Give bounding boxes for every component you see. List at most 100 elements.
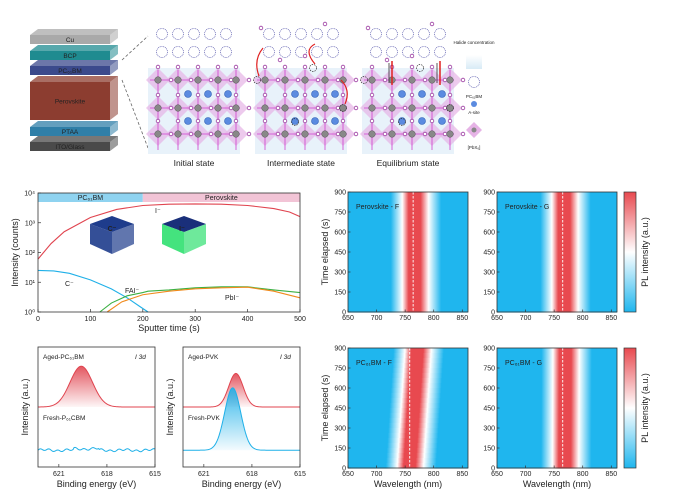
state-label: Intermediate state — [267, 158, 335, 168]
halide-atom — [208, 105, 214, 111]
heatmap-strip — [497, 368, 617, 374]
stack-layer: BCP — [30, 45, 118, 60]
a-site-cation — [311, 117, 319, 125]
heatmap-strip — [348, 252, 468, 258]
heatmap-strip — [348, 227, 468, 233]
inset-3d-map — [112, 224, 134, 254]
series-label: PbI⁻ — [225, 295, 240, 302]
pb-atom — [154, 130, 162, 138]
pb-atom — [408, 76, 416, 84]
y-tick-label: 900 — [334, 190, 346, 197]
vacancy — [446, 104, 454, 112]
y-axis-label: Time elapsed (s) — [320, 219, 330, 286]
heatmap-title: Perovskite - F — [356, 204, 399, 211]
pb-atom — [214, 130, 222, 138]
halide-atom — [282, 118, 288, 124]
region-band — [142, 193, 300, 202]
x-tick-label: 800 — [428, 315, 440, 322]
heatmap-strip — [497, 428, 617, 434]
pb-atom — [194, 104, 202, 112]
y-axis-label: Time elapsed (s) — [320, 375, 330, 442]
halide-atom — [215, 64, 221, 70]
halide-atom — [258, 25, 264, 31]
region-label: PC₆₁BM — [78, 195, 104, 202]
heatmap-strip — [348, 287, 468, 293]
pb-atom — [408, 104, 416, 112]
y-axis-label: Intensity (a.u.) — [20, 378, 30, 435]
halide-atom — [208, 77, 214, 83]
heatmap-strip — [348, 418, 468, 424]
halide-atom — [382, 105, 388, 111]
halide-atom — [402, 77, 408, 83]
pcbm-molecule — [156, 46, 168, 58]
halide-atom — [302, 118, 308, 124]
heatmap-strip — [497, 307, 617, 313]
y-tick-label: 150 — [483, 290, 495, 297]
halide-atom — [322, 64, 328, 70]
heatmap-strip — [497, 212, 617, 218]
halide-atom — [382, 131, 388, 137]
heatmap-strip — [497, 217, 617, 223]
heatmap-strip — [497, 453, 617, 459]
halide-atom — [168, 77, 174, 83]
halide-atom — [275, 77, 281, 83]
halide-atom — [315, 131, 321, 137]
pb-atom — [321, 76, 329, 84]
heatmap-strip — [348, 292, 468, 298]
pcbm-molecule — [434, 28, 446, 40]
heatmap-strip — [497, 348, 617, 354]
a-site-cation — [418, 117, 426, 125]
y-tick-label: 900 — [334, 346, 346, 353]
layer-label: PTAA — [62, 129, 79, 136]
halide-atom — [353, 77, 359, 83]
legend-pcbm-label: PC₆₁BM — [466, 94, 483, 99]
heatmap-strip — [348, 463, 468, 469]
y-tick-label: 450 — [483, 250, 495, 257]
layer-side — [110, 60, 118, 75]
y-tick-label: 900 — [483, 190, 495, 197]
halide-atom — [422, 105, 428, 111]
heatmap-strip — [497, 292, 617, 298]
layer-side — [110, 76, 118, 120]
halide-atom — [233, 118, 239, 124]
layer-label: ITO/Glass — [55, 144, 85, 151]
spectrum-line — [183, 372, 300, 408]
x-tick-label: 700 — [520, 471, 532, 478]
layer-label: Cu — [66, 37, 75, 44]
pcbm-molecule — [418, 28, 430, 40]
halide-atom — [442, 131, 448, 137]
x-tick-label: 618 — [101, 471, 113, 478]
x-axis-label: Binding energy (eV) — [202, 479, 282, 489]
a-site-cation — [418, 90, 426, 98]
heatmap-strip — [497, 257, 617, 263]
series-line-2 — [99, 286, 301, 313]
halide-atom — [409, 53, 415, 59]
y-tick-label: 150 — [483, 446, 495, 453]
legend-a-site — [471, 101, 477, 107]
halide-atom — [369, 118, 375, 124]
region-label: Perovskite — [205, 195, 238, 202]
halide-atom — [353, 105, 359, 111]
legend-halide-swatch — [466, 55, 482, 69]
halide-atom — [168, 105, 174, 111]
layer-front — [30, 35, 110, 44]
y-tick-label: 10⁰ — [24, 309, 35, 317]
halide-atom — [295, 77, 301, 83]
heatmap-strip — [497, 463, 617, 469]
colorbar-label: PL intensity (a.u.) — [640, 217, 650, 287]
heatmap-strip — [348, 453, 468, 459]
x-tick-label: 650 — [491, 315, 503, 322]
heatmap-strip — [348, 368, 468, 374]
pcbm-molecule — [172, 28, 184, 40]
heatmap-strip — [348, 192, 468, 198]
layer-top — [30, 60, 118, 66]
y-tick-label: 750 — [483, 366, 495, 373]
vacancy — [398, 118, 406, 126]
heatmap-strip — [348, 222, 468, 228]
y-tick-label: 750 — [334, 366, 346, 373]
pb-atom — [321, 104, 329, 112]
a-site-cation — [291, 90, 299, 98]
x-tick-label: 700 — [371, 315, 383, 322]
heatmap-strip — [497, 197, 617, 203]
heatmap-strip — [497, 433, 617, 439]
